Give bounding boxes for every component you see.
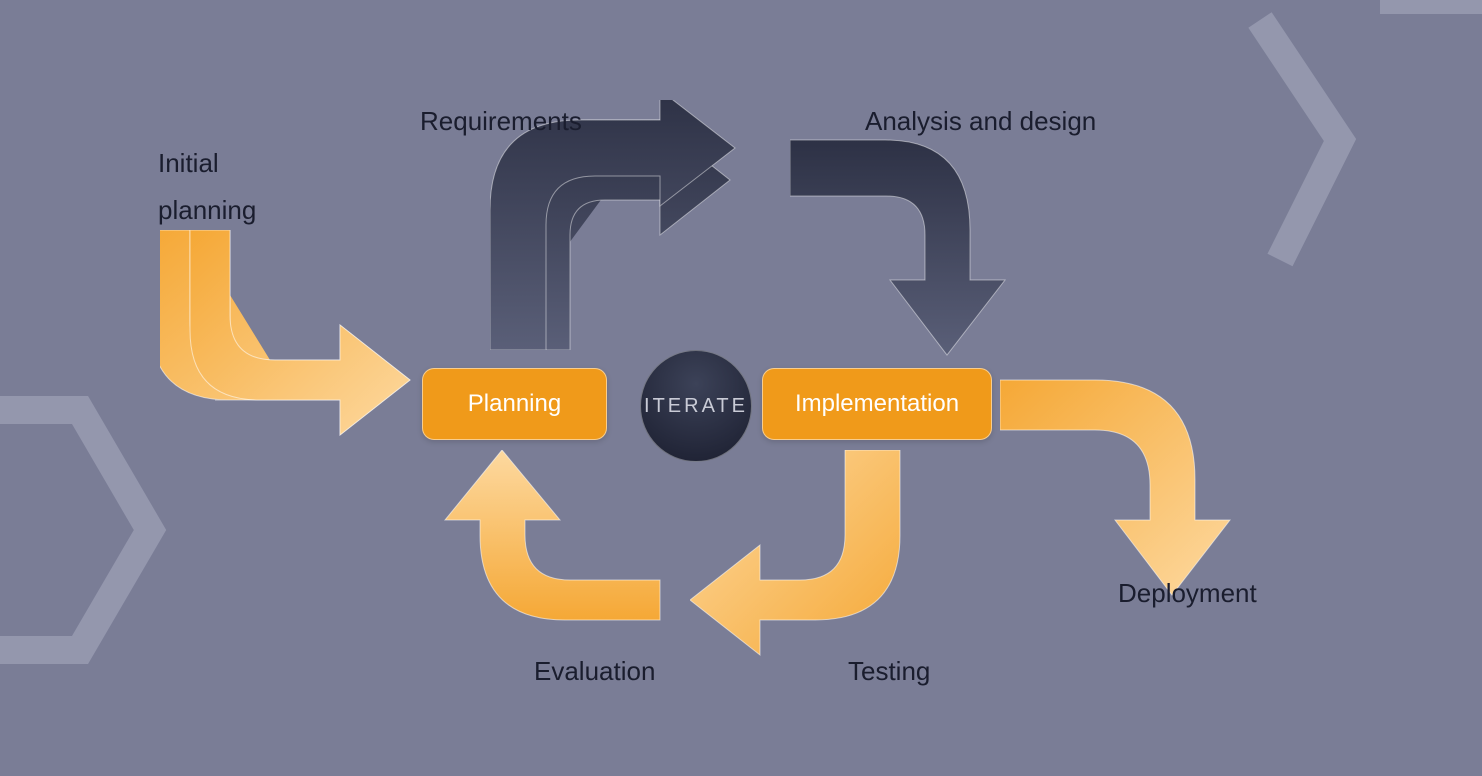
decoration-hex-right	[1200, 0, 1482, 360]
label-deployment: Deployment	[1118, 570, 1257, 617]
arrow-initial-to-planning	[160, 230, 420, 440]
diagram-canvas: Initial planning Requirements Analysis a…	[0, 0, 1482, 776]
label-initial-planning: Initial planning	[158, 140, 256, 234]
arrow-implementation-to-deployment	[1000, 370, 1260, 600]
label-testing: Testing	[848, 648, 930, 695]
arrow-implementation-to-testing	[690, 450, 950, 660]
box-implementation: Implementation	[762, 368, 992, 440]
iterate-circle: ITERATE	[640, 350, 752, 462]
label-requirements: Requirements	[420, 98, 582, 145]
box-planning: Planning	[422, 368, 607, 440]
arrow-evaluation-to-planning	[430, 450, 670, 660]
label-evaluation: Evaluation	[534, 648, 655, 695]
label-analysis-design: Analysis and design	[865, 98, 1096, 145]
